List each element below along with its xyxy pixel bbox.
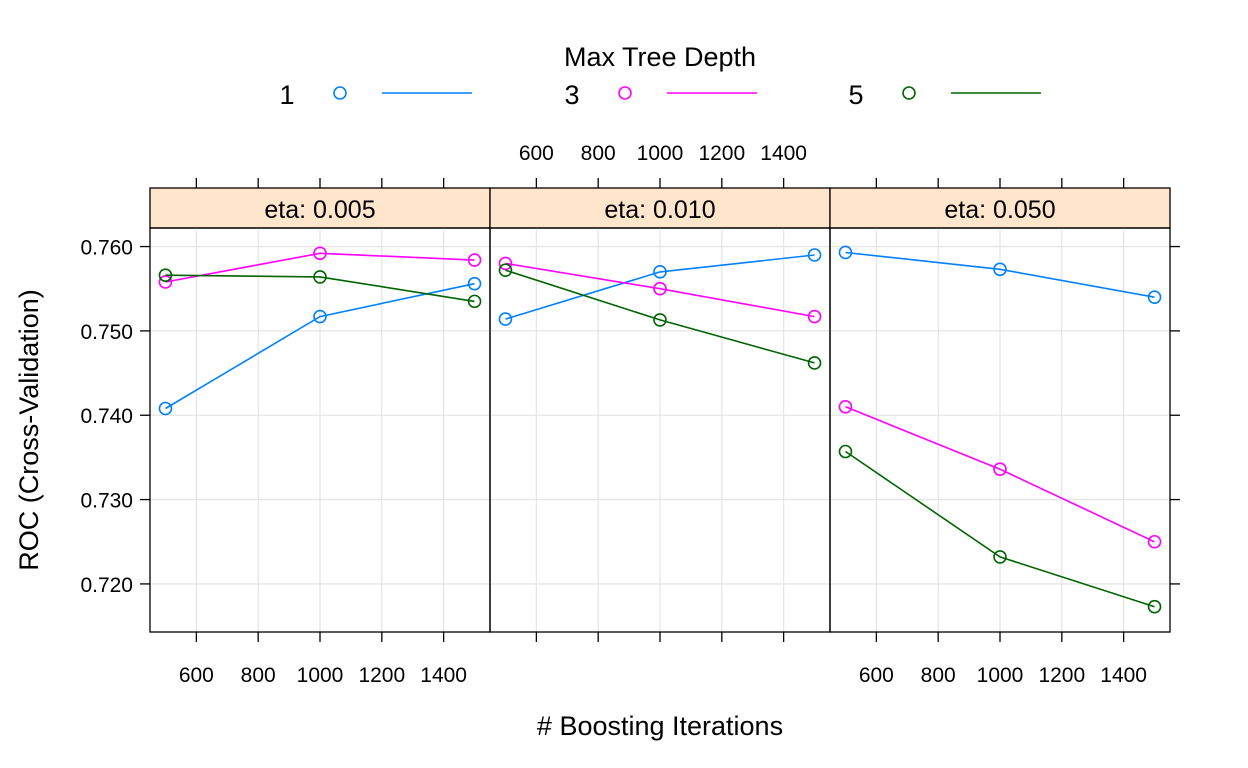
x-tick-label-bottom: 1200 — [1038, 664, 1085, 687]
series-line-1 — [165, 282, 475, 410]
series-line-1 — [845, 251, 1155, 298]
legend-title: Max Tree Depth — [564, 42, 756, 72]
series-line-5 — [505, 269, 815, 364]
panel-strip-label: eta: 0.005 — [264, 196, 375, 224]
data-point-5 — [653, 313, 667, 327]
series-line-5 — [845, 450, 1155, 608]
y-tick-label: 0.730 — [80, 490, 133, 513]
data-point-1 — [1147, 290, 1162, 304]
data-point-3 — [838, 400, 853, 414]
x-tick-label-bottom: 1400 — [420, 664, 467, 687]
x-tick-label-bottom: 600 — [859, 664, 894, 687]
data-point-3 — [807, 309, 822, 324]
panel-1: eta: 0.005 600 800 1000 1200 1400 — [149, 178, 491, 687]
panel-strip — [149, 187, 491, 229]
x-tick-label-bottom: 800 — [921, 664, 956, 687]
data-point-1 — [467, 276, 482, 291]
series-line-3 — [505, 262, 815, 318]
x-tick-label-bottom: 1000 — [977, 664, 1024, 687]
data-point-5 — [993, 550, 1007, 564]
panel-strip-label: eta: 0.010 — [604, 196, 715, 224]
data-point-5 — [158, 268, 173, 283]
data-point-1 — [993, 262, 1007, 277]
legend-label-3: 3 — [564, 80, 579, 110]
data-point-1 — [653, 265, 667, 279]
x-tick-label-bottom: 1400 — [1100, 664, 1147, 687]
x-tick-label-bottom: 800 — [241, 664, 276, 687]
legend-marker-1 — [333, 86, 347, 100]
data-point-3 — [498, 256, 513, 271]
y-tick-label: 0.760 — [80, 237, 133, 260]
x-tick-label-top: 1000 — [637, 142, 684, 165]
panel-strip — [829, 187, 1171, 229]
y-tick-label: 0.740 — [80, 405, 133, 428]
data-point-1 — [158, 401, 173, 416]
x-axis-label: # Boosting Iterations — [537, 711, 783, 741]
x-tick-label-top: 1400 — [760, 142, 807, 165]
y-tick-label: 0.720 — [80, 574, 133, 597]
x-tick-label-top: 600 — [519, 142, 554, 165]
data-point-3 — [653, 281, 667, 296]
panels: eta: 0.005 600 800 1000 1200 1400 eta: 0.010 60… — [80, 142, 1180, 687]
legend-label-1: 1 — [279, 80, 294, 110]
series-line-3 — [845, 406, 1155, 543]
y-axis-label: ROC (Cross-Validation) — [14, 289, 44, 571]
legend: 1 3 5 — [279, 80, 1041, 110]
data-point-5 — [467, 294, 482, 309]
data-point-5 — [498, 263, 513, 277]
panel-2: eta: 0.010 600 800 1000 1200 1400 — [489, 142, 831, 642]
series-line-1 — [505, 254, 815, 320]
data-point-3 — [313, 246, 327, 261]
x-tick-label-top: 1200 — [698, 142, 745, 165]
data-point-5 — [1147, 599, 1162, 614]
series-line-3 — [165, 252, 475, 283]
y-tick-label: 0.750 — [80, 321, 133, 344]
data-point-5 — [838, 444, 853, 459]
legend-label-5: 5 — [848, 80, 863, 110]
data-point-1 — [313, 309, 327, 324]
panel-3: eta: 0.050 600 800 1000 1200 1400 — [829, 178, 1171, 687]
data-point-5 — [807, 356, 822, 370]
data-point-1 — [498, 312, 513, 326]
x-tick-label-bottom: 1200 — [358, 664, 405, 687]
data-point-3 — [158, 275, 173, 289]
data-point-3 — [993, 462, 1007, 477]
data-point-1 — [807, 248, 822, 262]
series-line-5 — [165, 274, 475, 303]
data-point-3 — [1147, 534, 1162, 549]
x-tick-label-bottom: 600 — [179, 664, 214, 687]
data-point-5 — [313, 270, 327, 284]
data-point-3 — [467, 253, 482, 267]
legend-marker-5 — [902, 86, 916, 100]
x-tick-label-bottom: 1000 — [297, 664, 344, 687]
panel-strip-label: eta: 0.050 — [944, 196, 1055, 224]
data-point-1 — [838, 245, 853, 260]
y-axis: 0.720 0.730 0.740 0.750 0.760 — [80, 237, 1180, 597]
x-tick-label-top: 800 — [581, 142, 616, 165]
legend-marker-3 — [618, 86, 632, 100]
